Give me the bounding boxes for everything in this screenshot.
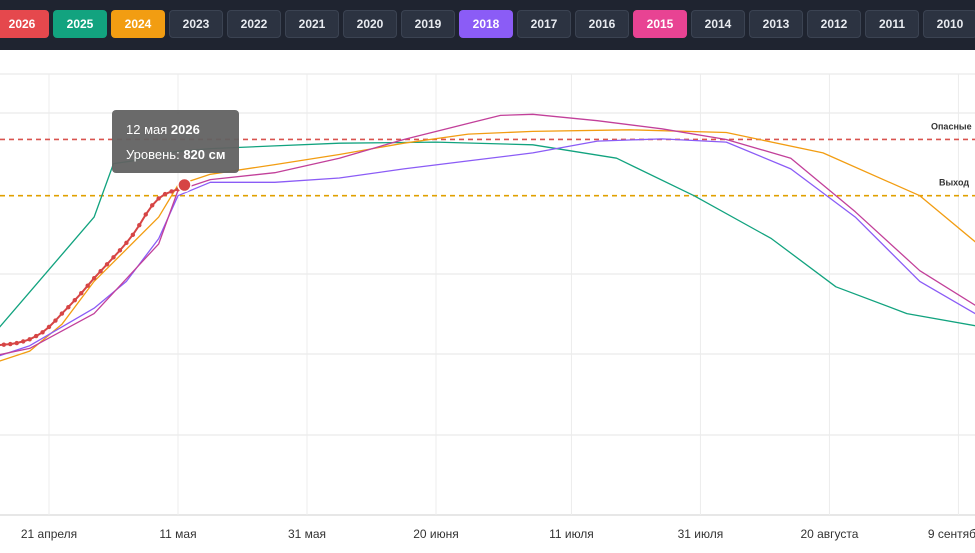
threshold-label-0: Опасные [931,121,972,131]
tooltip-date: 12 мая [126,122,168,137]
series-markers [1,187,181,347]
year-tab-2023[interactable]: 2023 [169,10,223,38]
point-2026 [156,196,161,201]
x-tick-label: 20 августа [800,527,858,541]
water-level-chart: Опасные Выход 21 апреля 11 мая 31 мая 20 июн… [0,73,975,541]
year-tab-2019[interactable]: 2019 [401,10,455,38]
point-2026 [59,311,65,316]
year-tab-2014[interactable]: 2014 [691,10,745,38]
point-2026 [79,291,84,296]
point-2026 [117,248,123,253]
point-2026 [85,283,90,288]
point-2026 [98,269,103,274]
chart-tooltip: 12 мая 2026 Уровень: 820 см [112,110,239,173]
x-tick-label: 9 сентября [928,527,975,541]
year-tab-2018[interactable]: 2018 [459,10,513,38]
series-line-2025 [0,141,975,328]
point-2026 [137,222,142,228]
year-toolbar: 2026 2025 2024 2023 2022 2021 2020 2019 2018 2017… [0,0,975,50]
point-2026 [91,276,97,281]
point-2026 [169,189,174,194]
year-tab-2011[interactable]: 2011 [865,10,919,38]
point-2026 [1,342,7,347]
x-tick-label: 20 июня [413,527,459,541]
highlight-point[interactable] [177,177,192,193]
year-tab-2020[interactable]: 2020 [343,10,397,38]
x-axis-tick-labels: 21 апреля 11 мая 31 мая 20 июня 11 июля 31 ию… [21,527,975,541]
threshold-label-1: Выход [939,178,969,188]
point-2026 [72,297,78,303]
point-2026 [8,341,13,347]
year-tab-2010[interactable]: 2010 [923,10,975,38]
highlight-point-group [177,177,192,193]
series-line-2024 [0,129,975,362]
year-tab-2016[interactable]: 2016 [575,10,629,38]
tooltip-date-row: 12 мая 2026 [126,122,239,147]
point-2026 [46,324,52,330]
x-tick-label: 11 мая [159,527,196,541]
point-2026 [111,255,116,260]
year-tab-2024[interactable]: 2024 [111,10,165,38]
point-2026 [124,240,129,246]
year-tab-2022[interactable]: 2022 [227,10,281,38]
point-2026 [162,191,168,197]
year-tab-2015[interactable]: 2015 [633,10,687,38]
tooltip-level-row: Уровень: 820 см [126,147,239,172]
point-2026 [40,330,45,335]
x-tick-label: 31 июля [678,527,724,541]
point-2026 [14,340,19,346]
year-tab-2017[interactable]: 2017 [517,10,571,38]
point-2026 [27,337,32,342]
year-tab-2021[interactable]: 2021 [285,10,339,38]
chart-area: Опасные Выход 21 апреля 11 мая 31 мая 20 июн… [0,50,975,548]
point-2026 [21,339,26,344]
point-2026 [150,203,155,208]
tooltip-year: 2026 [170,122,200,137]
x-tick-label: 11 июля [549,527,594,541]
tooltip-level-value: 820 см [183,147,226,162]
point-2026 [104,262,110,267]
point-2026 [143,212,148,217]
series-line-2026 [0,184,185,346]
point-2026 [33,333,39,339]
year-tab-2013[interactable]: 2013 [749,10,803,38]
point-2026 [53,318,58,323]
year-tab-2025[interactable]: 2025 [53,10,107,38]
x-tick-label: 31 мая [288,527,326,541]
series-line-2018 [0,138,975,357]
year-tab-2012[interactable]: 2012 [807,10,861,38]
point-2026 [66,304,71,310]
x-tick-label: 21 апреля [21,527,77,541]
year-tab-2026[interactable]: 2026 [0,10,49,38]
tooltip-level-label: Уровень: [126,147,180,162]
point-2026 [130,232,136,238]
